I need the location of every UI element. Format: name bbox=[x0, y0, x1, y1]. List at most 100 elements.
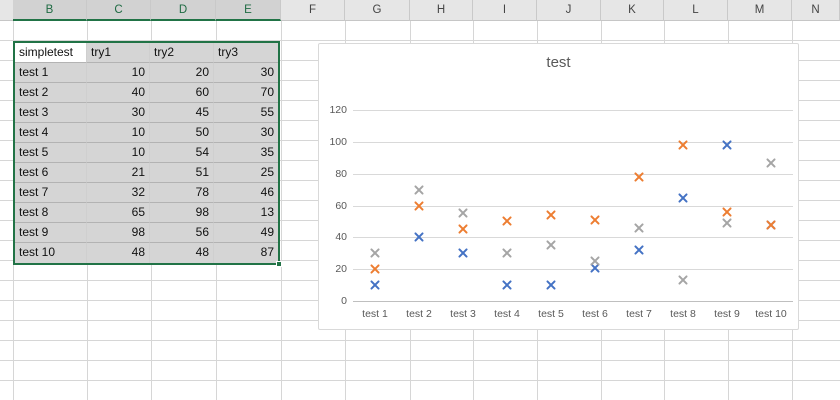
chart-marker-try3 bbox=[458, 208, 468, 218]
chart-marker-try2 bbox=[722, 207, 732, 217]
column-header-E[interactable]: E bbox=[216, 0, 281, 21]
chart-marker-try3 bbox=[722, 218, 732, 228]
column-header-D[interactable]: D bbox=[151, 0, 216, 21]
chart-gridline bbox=[353, 173, 793, 175]
table-cell[interactable]: 51 bbox=[150, 163, 214, 183]
table-cell[interactable]: 30 bbox=[214, 123, 278, 143]
table-cell[interactable]: 10 bbox=[87, 143, 150, 163]
table-header-cell[interactable]: try2 bbox=[150, 43, 214, 63]
chart[interactable]: test 0 20 40 60 80 100 120 test 1 test 2 test 3 te… bbox=[318, 43, 799, 330]
table-cell[interactable]: 30 bbox=[87, 103, 150, 123]
chart-gridline bbox=[353, 141, 793, 143]
column-header-I[interactable]: I bbox=[473, 0, 537, 21]
chart-marker-try1 bbox=[502, 280, 512, 290]
chart-marker-try3 bbox=[590, 256, 600, 266]
y-axis-tick-label: 0 bbox=[341, 295, 347, 307]
table-cell[interactable]: test 2 bbox=[15, 83, 87, 103]
table-cell[interactable]: test 4 bbox=[15, 123, 87, 143]
y-axis-tick-label: 80 bbox=[335, 167, 347, 180]
chart-marker-try1 bbox=[634, 245, 644, 255]
table-cell[interactable]: 20 bbox=[150, 63, 214, 83]
chart-marker-try2 bbox=[502, 216, 512, 226]
table-cell[interactable]: 56 bbox=[150, 223, 214, 243]
x-axis-tick-label: test 2 bbox=[406, 308, 432, 320]
chart-marker-try3 bbox=[546, 240, 556, 250]
chart-title: test bbox=[546, 54, 571, 71]
chart-marker-try1 bbox=[678, 193, 688, 203]
x-axis-tick-label: test 7 bbox=[626, 308, 652, 320]
column-header-C[interactable]: C bbox=[87, 0, 151, 21]
chart-marker-try2 bbox=[678, 140, 688, 150]
table-cell[interactable]: 35 bbox=[214, 143, 278, 163]
table-header-cell[interactable]: simpletest bbox=[15, 43, 87, 63]
chart-marker-try3 bbox=[370, 248, 380, 258]
fill-handle[interactable] bbox=[276, 261, 282, 267]
chart-marker-try3 bbox=[502, 248, 512, 258]
table-cell[interactable]: 48 bbox=[87, 243, 150, 263]
table-cell[interactable]: 25 bbox=[214, 163, 278, 183]
chart-plot-area bbox=[353, 110, 793, 302]
column-header-J[interactable]: J bbox=[537, 0, 601, 21]
table-header-cell[interactable]: try3 bbox=[214, 43, 278, 63]
chart-marker-try3 bbox=[766, 158, 776, 168]
x-axis-tick-label: test 8 bbox=[670, 308, 696, 320]
table-cell[interactable]: 13 bbox=[214, 203, 278, 223]
table-cell[interactable]: 50 bbox=[150, 123, 214, 143]
table-cell[interactable]: 54 bbox=[150, 143, 214, 163]
column-header-F[interactable]: F bbox=[281, 0, 345, 21]
table-cell[interactable]: 70 bbox=[214, 83, 278, 103]
column-header-L[interactable]: L bbox=[664, 0, 728, 21]
table-cell[interactable]: 87 bbox=[214, 243, 278, 263]
y-axis-tick-label: 100 bbox=[329, 135, 347, 148]
column-header-B[interactable]: B bbox=[13, 0, 87, 21]
chart-gridline bbox=[353, 110, 793, 111]
table-header-cell[interactable]: try1 bbox=[87, 43, 150, 63]
table-cell[interactable]: test 3 bbox=[15, 103, 87, 123]
table-cell[interactable]: 40 bbox=[87, 83, 150, 103]
chart-marker-try2 bbox=[370, 264, 380, 274]
table-cell[interactable]: 10 bbox=[87, 63, 150, 83]
table-cell[interactable]: test 8 bbox=[15, 203, 87, 223]
table-cell[interactable]: test 1 bbox=[15, 63, 87, 83]
table-cell[interactable]: 98 bbox=[150, 203, 214, 223]
table-cell[interactable]: 49 bbox=[214, 223, 278, 243]
chart-gridline bbox=[353, 269, 793, 271]
table-cell[interactable]: 48 bbox=[150, 243, 214, 263]
table-cell[interactable]: 55 bbox=[214, 103, 278, 123]
table-cell[interactable]: test 6 bbox=[15, 163, 87, 183]
table-cell[interactable]: test 5 bbox=[15, 143, 87, 163]
table-cell[interactable]: test 10 bbox=[15, 243, 87, 263]
table-cell[interactable]: 60 bbox=[150, 83, 214, 103]
chart-marker-try3 bbox=[678, 275, 688, 285]
table-cell[interactable]: 21 bbox=[87, 163, 150, 183]
table-cell[interactable]: 65 bbox=[87, 203, 150, 223]
column-header-G[interactable]: G bbox=[345, 0, 410, 21]
chart-marker-try2 bbox=[766, 220, 776, 230]
x-axis-tick-label: test 1 bbox=[362, 308, 388, 320]
chart-marker-try2 bbox=[634, 172, 644, 182]
table-cell[interactable]: 45 bbox=[150, 103, 214, 123]
y-axis-tick-label: 120 bbox=[329, 104, 347, 116]
chart-marker-try2 bbox=[414, 201, 424, 211]
chart-marker-try1 bbox=[414, 232, 424, 242]
column-header-N[interactable]: N bbox=[792, 0, 840, 21]
column-header-H[interactable]: H bbox=[410, 0, 473, 21]
column-header-K[interactable]: K bbox=[601, 0, 664, 21]
table-cell[interactable]: 32 bbox=[87, 183, 150, 203]
table-cell[interactable]: 30 bbox=[214, 63, 278, 83]
chart-marker-try2 bbox=[546, 210, 556, 220]
chart-marker-try3 bbox=[634, 223, 644, 233]
table-cell[interactable]: test 9 bbox=[15, 223, 87, 243]
x-axis-tick-label: test 5 bbox=[538, 308, 564, 320]
column-header-M[interactable]: M bbox=[728, 0, 792, 21]
table-cell[interactable]: test 7 bbox=[15, 183, 87, 203]
chart-marker-try1 bbox=[458, 248, 468, 258]
table-cell[interactable]: 78 bbox=[150, 183, 214, 203]
table-cell[interactable]: 46 bbox=[214, 183, 278, 203]
table-cell[interactable]: 10 bbox=[87, 123, 150, 143]
x-axis-tick-label: test 6 bbox=[582, 308, 608, 320]
table-cell[interactable]: 98 bbox=[87, 223, 150, 243]
chart-marker-try2 bbox=[590, 215, 600, 225]
